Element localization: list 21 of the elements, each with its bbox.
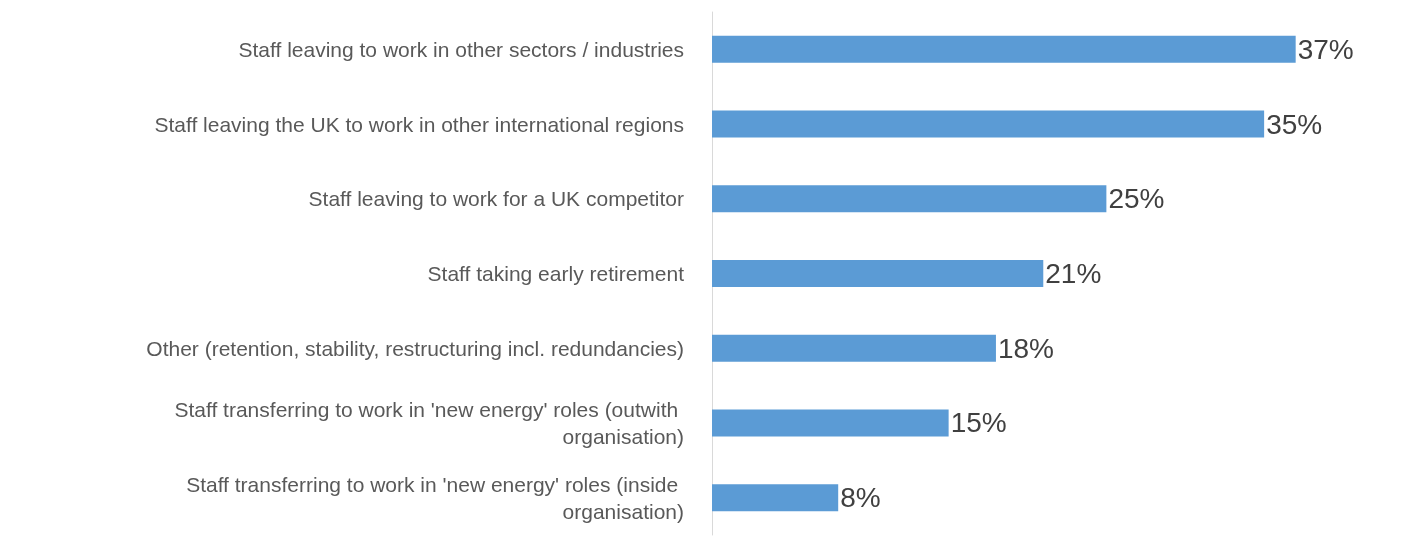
data-label: 15% bbox=[950, 407, 1007, 439]
bar bbox=[712, 110, 1265, 138]
bar bbox=[712, 35, 1296, 63]
data-label: 21% bbox=[1045, 258, 1102, 289]
y-tick-label: Staff leaving to work for a UK competitor bbox=[308, 187, 684, 211]
data-label: 18% bbox=[997, 332, 1054, 364]
y-tick-label: Staff leaving the UK to work in other international regions bbox=[154, 112, 684, 136]
y-tick-label: Staff leaving to work in other sectors / industries bbox=[238, 37, 684, 61]
y-tick-label: Other (retention, stability, restructuring incl. redundancies) bbox=[146, 336, 684, 360]
data-label: 25% bbox=[1108, 183, 1165, 215]
bar bbox=[712, 484, 839, 512]
bar bbox=[712, 260, 1044, 287]
bar bbox=[712, 185, 1107, 213]
y-tick-label: Staff taking early retirement bbox=[427, 262, 685, 285]
data-label: 37% bbox=[1297, 33, 1354, 65]
y-tick-label: Staff transferring to work in 'new energy' roles (inside organisation) bbox=[186, 472, 684, 523]
data-label: 8% bbox=[840, 482, 881, 514]
data-label: 35% bbox=[1266, 108, 1323, 140]
y-tick-label: Staff transferring to work in 'new energy' roles (outwith organisation) bbox=[174, 397, 684, 448]
bar bbox=[712, 409, 949, 437]
bar bbox=[712, 334, 996, 362]
